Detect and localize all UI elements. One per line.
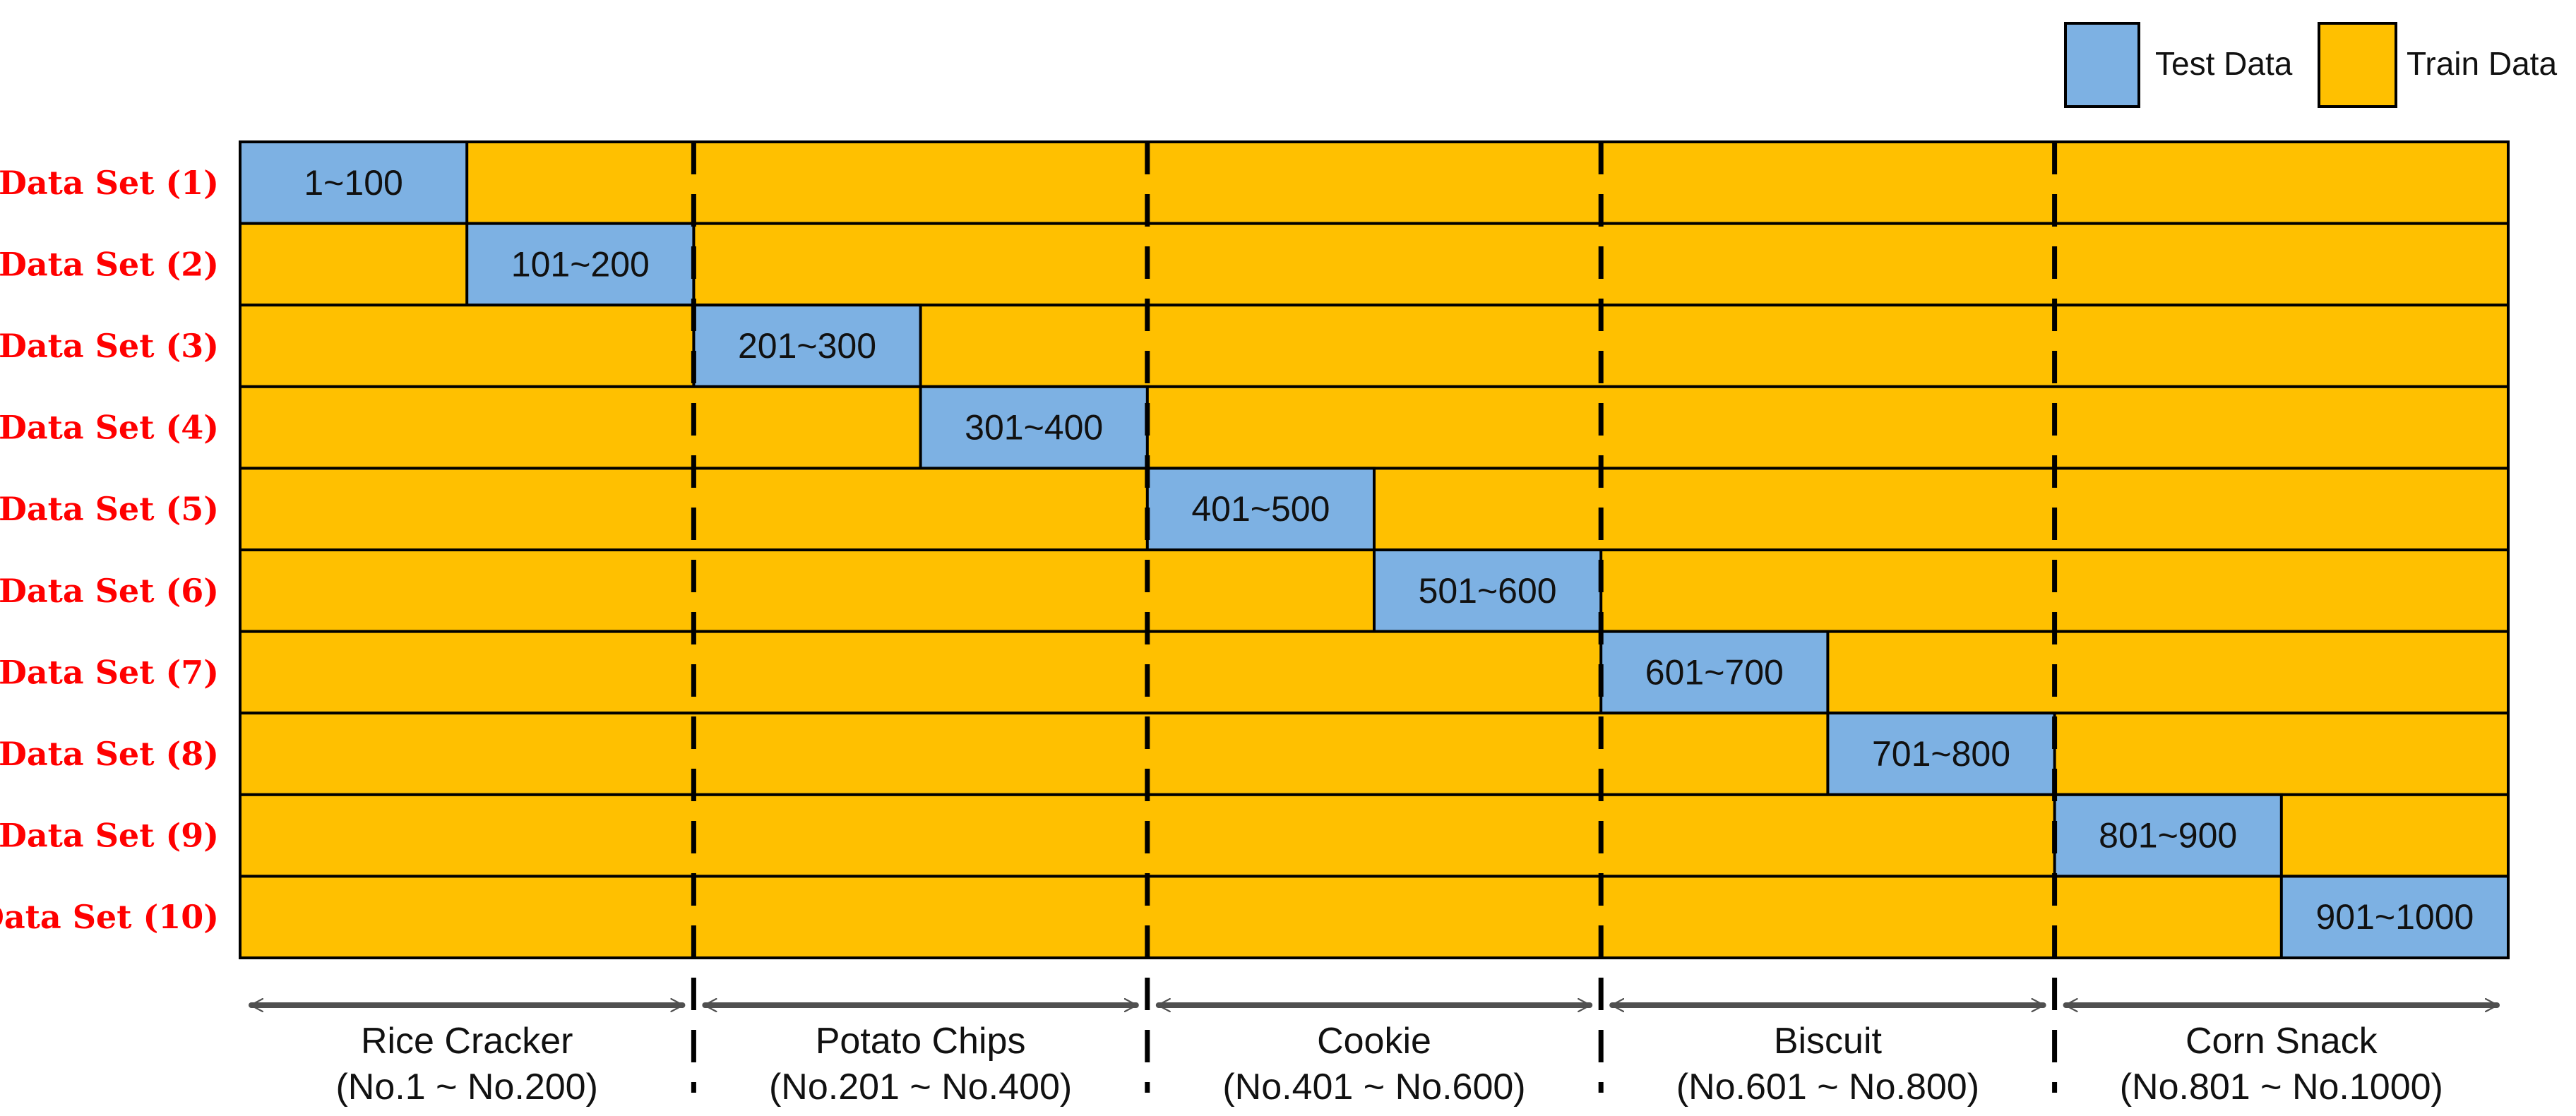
category-range: (No.601 ~ No.800)	[1676, 1067, 1979, 1108]
data-set-rows: 1~100 Data Set (1) 101~200 Data Set (2) 201~…	[0, 140, 2510, 960]
category-name: Corn Snack	[2186, 1021, 2378, 1062]
data-set-row: 301~400 Data Set (4)	[0, 385, 2510, 470]
data-set-row: 201~300 Data Set (3)	[0, 304, 2510, 388]
category-annotation: Rice Cracker (No.1 ~ No.200)	[249, 1005, 686, 1108]
data-set-row: 601~700 Data Set (7)	[0, 630, 2510, 715]
data-set-label: Data Set (10)	[0, 898, 219, 936]
data-set-label: Data Set (2)	[0, 245, 219, 283]
category-range: (No.201 ~ No.400)	[769, 1067, 1072, 1108]
train-data-bar	[239, 875, 2510, 960]
legend-item-test: Test Data	[2064, 22, 2293, 108]
category-separators	[691, 142, 2058, 1093]
category-annotation: Corn Snack (No.801 ~ No.1000)	[2063, 1005, 2500, 1108]
category-annotation: Biscuit (No.601 ~ No.800)	[1609, 1005, 2046, 1108]
category-range: (No.1 ~ No.200)	[335, 1067, 597, 1108]
train-data-bar	[239, 140, 2510, 225]
legend-item-train: Train Data	[2318, 22, 2557, 108]
data-set-label: Data Set (7)	[0, 653, 219, 691]
test-data-cell	[692, 304, 922, 388]
category-annotations: Rice Cracker (No.1 ~ No.200) Potato Chips (…	[249, 1005, 2500, 1108]
data-set-row: 801~900 Data Set (9)	[0, 793, 2510, 878]
data-set-row: 701~800 Data Set (8)	[0, 712, 2510, 796]
test-range-label: 901~1000	[2315, 897, 2474, 937]
test-range-label: 501~600	[1419, 571, 1557, 611]
data-set-row: 501~600 Data Set (6)	[0, 548, 2510, 633]
train-data-bar	[239, 712, 2510, 796]
test-data-cell	[2279, 875, 2510, 960]
data-set-row: 401~500 Data Set (5)	[0, 467, 2510, 552]
test-data-cell	[1826, 712, 2056, 796]
test-range-label: 201~300	[738, 326, 876, 366]
test-range-label: 401~500	[1191, 489, 1330, 529]
legend-label-test: Test Data	[2155, 45, 2293, 82]
legend-label-train: Train Data	[2407, 45, 2557, 82]
category-name: Rice Cracker	[361, 1021, 573, 1062]
test-range-label: 1~100	[304, 163, 402, 203]
data-set-label: Data Set (3)	[0, 327, 219, 365]
data-set-label: Data Set (1)	[0, 164, 219, 202]
category-range: (No.401 ~ No.600)	[1222, 1067, 1525, 1108]
legend-swatch-train	[2318, 22, 2397, 108]
data-set-row: 101~200 Data Set (2)	[0, 222, 2510, 307]
data-set-row: 1~100 Data Set (1)	[0, 140, 2510, 225]
train-data-bar	[239, 304, 2510, 388]
test-range-label: 701~800	[1872, 734, 2010, 774]
category-name: Cookie	[1317, 1021, 1431, 1062]
data-set-label: Data Set (5)	[0, 490, 219, 528]
data-set-row: 901~1000 Data Set (10)	[0, 875, 2510, 960]
legend-swatch-test	[2064, 22, 2140, 108]
category-annotation: Potato Chips (No.201 ~ No.400)	[702, 1005, 1139, 1108]
train-data-bar	[239, 630, 2510, 715]
category-name: Biscuit	[1774, 1021, 1883, 1062]
category-range: (No.801 ~ No.1000)	[2120, 1067, 2443, 1108]
legend: Test Data Train Data	[2064, 22, 2557, 108]
test-range-label: 301~400	[965, 408, 1103, 448]
test-data-cell	[239, 140, 469, 225]
train-data-bar	[239, 385, 2510, 470]
data-set-label: Data Set (8)	[0, 735, 219, 773]
test-range-label: 801~900	[2099, 816, 2237, 856]
category-annotation: Cookie (No.401 ~ No.600)	[1155, 1005, 1593, 1108]
category-name: Potato Chips	[816, 1021, 1026, 1062]
data-set-label: Data Set (6)	[0, 572, 219, 610]
data-set-label: Data Set (4)	[0, 409, 219, 447]
test-range-label: 601~700	[1645, 652, 1784, 692]
test-range-label: 101~200	[511, 244, 650, 284]
data-set-label: Data Set (9)	[0, 817, 219, 855]
test-data-cell	[1599, 630, 1830, 715]
